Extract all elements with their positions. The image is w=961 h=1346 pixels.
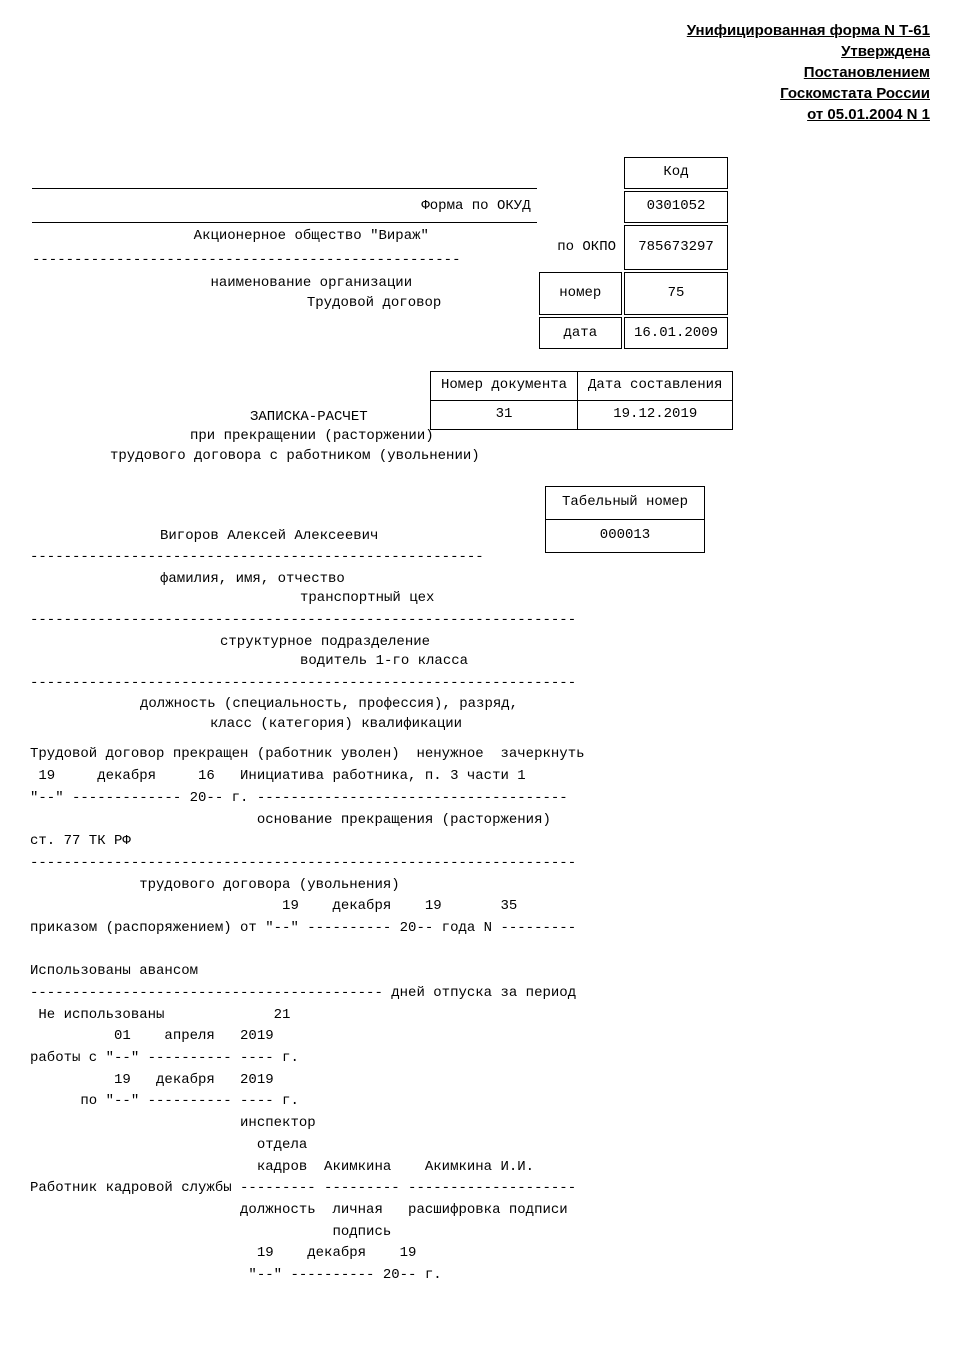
dash-line: ----------------------------------------… bbox=[30, 611, 930, 631]
organization-name: Акционерное общество "Вираж" bbox=[32, 225, 537, 249]
data-label: дата bbox=[539, 317, 622, 349]
position-hint: должность (специальность, профессия), ра… bbox=[30, 695, 930, 715]
doc-date-header: Дата составления bbox=[578, 372, 733, 401]
document-subtitle: при прекращении (расторжении) bbox=[30, 427, 930, 447]
position-hint: класс (категория) квалификации bbox=[30, 715, 930, 735]
trud-dogovor-label: Трудовой договор bbox=[181, 294, 441, 314]
data-value: 16.01.2009 bbox=[624, 317, 728, 349]
position-value: водитель 1-го класса bbox=[30, 652, 930, 672]
dash-line: ----------------------------------------… bbox=[30, 674, 930, 694]
doc-number-header: Номер документа bbox=[431, 372, 578, 401]
department-value: транспортный цех bbox=[30, 589, 930, 609]
tab-number-label: Табельный номер bbox=[546, 487, 705, 520]
org-dashes: ----------------------------------------… bbox=[32, 251, 537, 271]
header-line: Утверждена bbox=[30, 41, 930, 62]
header-line: Госкомстата России bbox=[30, 83, 930, 104]
document-subtitle: трудового договора с работником (увольне… bbox=[30, 447, 930, 467]
form-regulation-header: Унифицированная форма N Т-61 Утверждена … bbox=[30, 20, 930, 125]
header-line: от 05.01.2004 N 1 bbox=[30, 104, 930, 125]
fio-hint: фамилия, имя, отчество bbox=[30, 570, 930, 590]
nomer-value: 75 bbox=[624, 272, 728, 315]
employee-fio: Вигоров Алексей Алексеевич bbox=[30, 527, 930, 547]
okud-value: 0301052 bbox=[624, 191, 728, 223]
dash-line: ----------------------------------------… bbox=[30, 548, 930, 568]
okpo-label: по ОКПО bbox=[539, 225, 622, 270]
organization-hint: наименование организации Трудовой догово… bbox=[32, 272, 537, 315]
okud-label: Форма по ОКУД bbox=[32, 191, 537, 223]
department-hint: структурное подразделение bbox=[30, 633, 930, 653]
nomer-label: номер bbox=[539, 272, 622, 315]
header-line: Постановлением bbox=[30, 62, 930, 83]
kod-header-cell: Код bbox=[624, 157, 728, 189]
header-line: Унифицированная форма N Т-61 bbox=[30, 20, 930, 41]
okpo-value: 785673297 bbox=[624, 225, 728, 270]
document-body-block: Трудовой договор прекращен (работник уво… bbox=[30, 744, 930, 1286]
document-title: ЗАПИСКА-РАСЧЕТ bbox=[30, 408, 930, 428]
form-codes-table: Код Форма по ОКУД 0301052 Акционерное об… bbox=[30, 155, 730, 351]
